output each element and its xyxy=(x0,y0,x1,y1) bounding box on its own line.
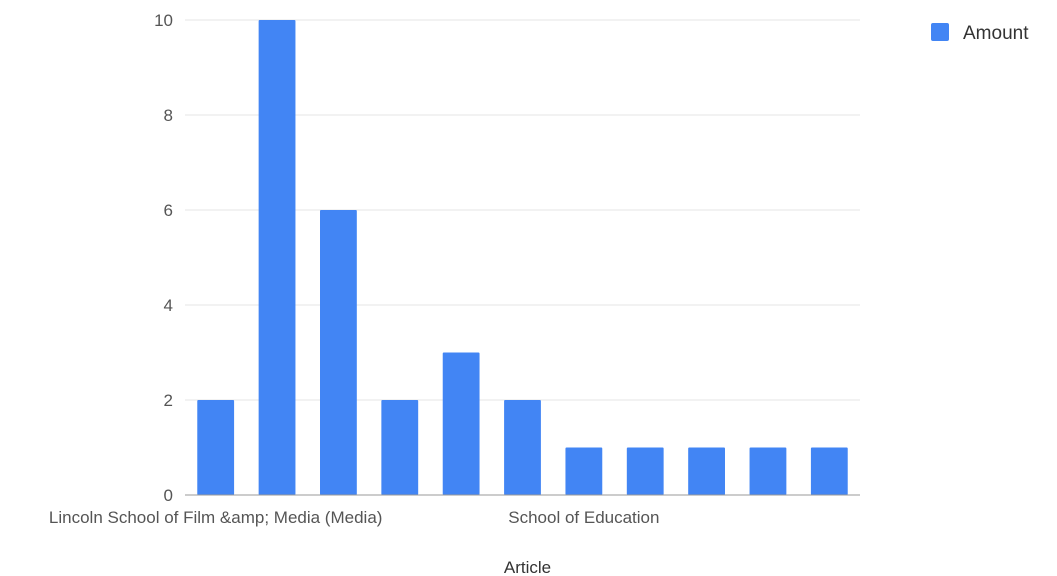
y-tick-label: 10 xyxy=(154,11,173,30)
x-axis-title: Article xyxy=(504,558,551,576)
legend-swatch-amount xyxy=(931,23,949,41)
bar-7[interactable] xyxy=(626,447,664,496)
y-axis-ticks: 0 2 4 6 8 10 xyxy=(154,11,173,505)
bar-10[interactable] xyxy=(810,447,848,496)
bar-5[interactable] xyxy=(504,400,541,495)
legend[interactable]: Amount xyxy=(931,23,1029,44)
x-tick-label: Lincoln School of Film &amp; Media (Medi… xyxy=(49,508,383,527)
bar-8[interactable] xyxy=(688,447,725,496)
y-tick-label: 4 xyxy=(164,296,173,315)
y-tick-label: 0 xyxy=(164,486,173,505)
bar-4[interactable] xyxy=(442,352,480,496)
bar-1[interactable] xyxy=(258,20,296,495)
y-tick-label: 8 xyxy=(164,106,173,125)
y-tick-label: 6 xyxy=(164,201,173,220)
bar-6[interactable] xyxy=(565,447,603,496)
bar-9[interactable] xyxy=(749,447,787,496)
bar-2[interactable] xyxy=(320,210,357,495)
y-tick-label: 2 xyxy=(164,391,173,410)
x-tick-label: School of Education xyxy=(508,508,659,527)
legend-label-amount: Amount xyxy=(963,23,1029,44)
gridlines xyxy=(185,19,860,401)
bar-3[interactable] xyxy=(381,400,419,495)
bars xyxy=(197,20,848,496)
x-axis-ticks: Lincoln School of Film &amp; Media (Medi… xyxy=(49,508,660,527)
bar-0[interactable] xyxy=(197,400,235,495)
